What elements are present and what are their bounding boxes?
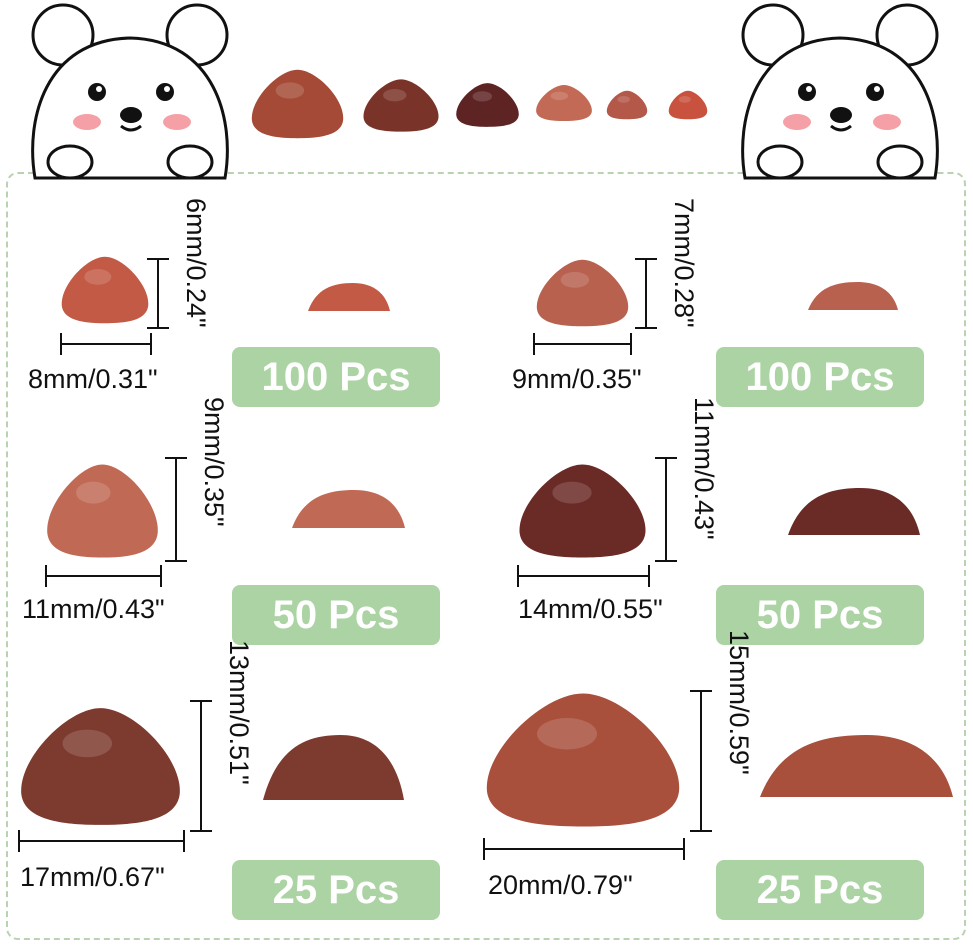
width-tick [18,830,20,852]
width-dimension-line [45,575,160,577]
width-tick [483,838,485,860]
height-dimension-line [665,457,667,560]
height-tick [147,258,169,260]
quantity-badge: 50 Pcs [232,585,440,645]
height-label: 11mm/0.43" [689,397,719,540]
height-label: 15mm/0.59" [724,630,754,775]
width-tick [683,838,685,860]
height-label: 9mm/0.35" [199,397,229,527]
bear-illustration-left [31,3,229,180]
nose-side-view [308,283,390,311]
width-label: 17mm/0.67" [20,862,165,892]
nose-sample [606,90,648,120]
nose-sample [668,90,708,120]
height-tick [655,457,677,459]
height-label: 6mm/0.24" [181,198,211,328]
width-tick [533,333,535,355]
height-tick [635,258,657,260]
nose-sample [456,83,519,127]
height-tick [190,830,212,832]
width-tick [160,565,162,587]
height-tick [147,327,169,329]
width-label: 8mm/0.31" [28,364,158,394]
nose-front-view [47,464,158,558]
height-tick [690,690,712,692]
nose-side-view [788,488,920,535]
nose-sample [363,79,439,132]
width-dimension-line [533,343,630,345]
nose-sample [536,84,592,122]
height-dimension-line [200,700,202,830]
width-tick [648,565,650,587]
height-label: 7mm/0.28" [669,198,699,328]
quantity-badge: 25 Pcs [716,860,924,920]
height-tick [165,457,187,459]
height-tick [655,560,677,562]
width-dimension-line [60,343,150,345]
height-tick [165,560,187,562]
nose-side-view [292,490,405,528]
bear-illustration-right [741,3,939,180]
quantity-badge: 100 Pcs [716,347,924,407]
width-dimension-line [483,848,683,850]
nose-front-view [61,256,149,324]
width-label: 11mm/0.43" [22,594,165,624]
nose-front-view [519,464,646,558]
nose-front-view [536,259,629,327]
width-tick [150,333,152,355]
width-tick [183,830,185,852]
quantity-badge: 50 Pcs [716,585,924,645]
width-label: 9mm/0.35" [512,364,642,394]
dashed-frame [6,172,966,940]
width-label: 14mm/0.55" [518,594,663,624]
height-dimension-line [175,457,177,560]
nose-front-view [21,708,180,825]
height-dimension-line [645,258,647,327]
nose-front-view [486,693,680,827]
height-dimension-line [700,690,702,830]
nose-side-view [808,282,898,310]
width-tick [517,565,519,587]
quantity-badge: 100 Pcs [232,347,440,407]
nose-side-view [760,735,953,797]
height-tick [690,830,712,832]
width-dimension-line [517,575,648,577]
quantity-badge: 25 Pcs [232,860,440,920]
height-dimension-line [157,258,159,327]
width-tick [60,333,62,355]
width-tick [630,333,632,355]
nose-side-view [263,735,404,800]
height-tick [190,700,212,702]
width-dimension-line [18,840,183,842]
height-label: 13mm/0.51" [224,640,254,785]
width-label: 20mm/0.79" [488,870,633,900]
height-tick [635,327,657,329]
width-tick [45,565,47,587]
nose-sample [251,69,344,139]
